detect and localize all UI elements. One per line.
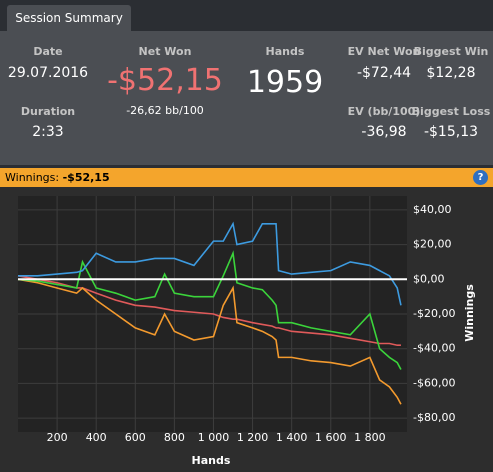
series-line: [17, 250, 402, 370]
stat-value: 29.07.2016: [7, 65, 89, 81]
chart: Hands Winnings $40,00 $20,00 $0,00 -$20,00 -…: [0, 187, 493, 472]
winnings-bar: Winnings: -$52,15 ?: [0, 168, 493, 187]
stats-panel: Date 29.07.2016 Duration 2:33 Net Won -$…: [0, 31, 493, 165]
x-tick-label: 200: [47, 431, 68, 444]
y-tick-label: -$20,00: [413, 307, 455, 320]
y-tick-label: -$40,00: [413, 342, 455, 355]
x-tick-label: 600: [125, 431, 146, 444]
x-tick-label: 400: [86, 431, 107, 444]
stat-label: EV Net Won: [347, 45, 421, 58]
x-tick-label: 1 800: [354, 431, 386, 444]
series-line: [17, 275, 401, 347]
x-tick-label: 1 400: [276, 431, 308, 444]
stat-value: -$52,15: [107, 63, 223, 98]
x-tick-label: 1 000: [198, 431, 230, 444]
y-tick-label: -$60,00: [413, 376, 455, 389]
x-tick-label: 1 600: [315, 431, 347, 444]
x-tick-label: 800: [164, 431, 185, 444]
x-axis-label: Hands: [192, 454, 231, 467]
stat-value: 1959: [246, 65, 324, 100]
bar-label: Winnings:: [5, 171, 60, 184]
y-tick-label: $0,00: [413, 272, 445, 285]
stat-value: $12,28: [426, 65, 476, 81]
y-tick-label: $20,00: [413, 238, 452, 251]
stat-value: -36,98: [361, 124, 407, 140]
stat-label: Net Won: [138, 45, 192, 58]
stat-label: Date: [33, 45, 63, 58]
series-line: [18, 221, 402, 306]
stat-sub: -26,62 bb/100: [126, 104, 204, 117]
y-axis-label: Winnings: [463, 284, 476, 342]
x-tick-label: 1 200: [237, 431, 269, 444]
stat-value: -$15,13: [423, 124, 479, 140]
stat-label: Biggest Loss: [411, 105, 491, 118]
stat-value: 2:33: [32, 124, 64, 140]
y-tick-label: -$80,00: [413, 411, 455, 424]
stat-label: EV (bb/100): [347, 105, 421, 118]
stat-label: Duration: [20, 105, 76, 118]
stat-label: Hands: [265, 45, 305, 58]
stat-label: Biggest Win: [413, 45, 489, 58]
y-tick-label: $40,00: [413, 203, 452, 216]
tab[interactable]: Session Summary: [7, 5, 131, 31]
series-line: [17, 278, 402, 405]
stat-value: -$72,44: [356, 65, 412, 81]
help-icon[interactable]: ?: [473, 170, 488, 185]
bar-value: -$52,15: [62, 171, 110, 184]
